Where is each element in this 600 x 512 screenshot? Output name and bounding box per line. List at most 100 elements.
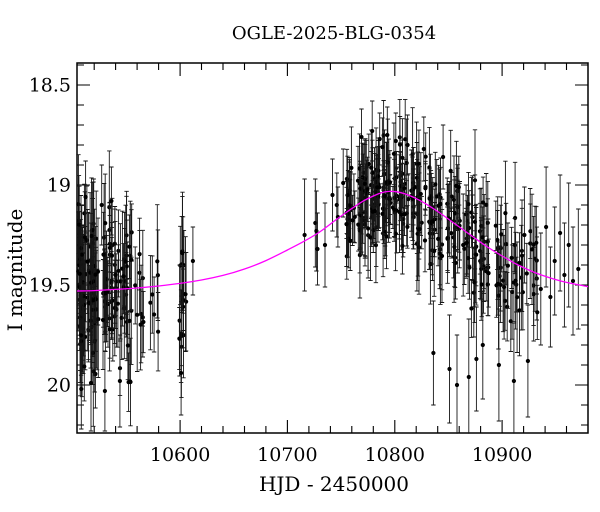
photometry-dot [535, 310, 540, 315]
photometry-dot [365, 187, 370, 192]
photometry-dot [562, 272, 567, 278]
data-point [113, 220, 118, 329]
data-point [190, 226, 196, 296]
photometry-dot [503, 211, 508, 216]
photometry-dot [438, 201, 443, 207]
photometry-dot [385, 160, 390, 165]
photometry-dot [439, 253, 445, 259]
data-point [454, 140, 459, 231]
photometry-dot [99, 202, 104, 208]
photometry-dot [423, 154, 428, 159]
photometry-dot [369, 165, 374, 170]
data-point [109, 166, 114, 236]
photometry-dot [485, 282, 490, 287]
data-point [121, 243, 126, 310]
data-point [524, 242, 529, 305]
data-point [456, 155, 461, 219]
data-point [517, 232, 522, 294]
data-point [445, 192, 450, 284]
photometry-dot [391, 151, 396, 156]
photometry-dot [454, 183, 459, 188]
photometry-dot [180, 251, 185, 256]
photometry-dot [322, 242, 328, 248]
data-point [356, 197, 361, 252]
data-point [400, 217, 405, 275]
photometry-dot [82, 364, 87, 369]
photometry-dot [469, 306, 474, 311]
data-point [99, 164, 104, 246]
data-point [380, 117, 385, 177]
photometry-dot [433, 182, 438, 187]
photometry-dot [83, 194, 88, 200]
photometry-dot [155, 259, 160, 264]
photometry-dot [349, 165, 354, 170]
data-point [155, 204, 160, 319]
data-point [109, 222, 115, 289]
photometry-dot [101, 252, 106, 257]
y-tick-label: 18.5 [29, 75, 71, 97]
photometry-dot [552, 258, 557, 264]
photometry-dot [113, 272, 118, 277]
photometry-dot [480, 342, 485, 348]
photometry-dot [509, 255, 514, 260]
photometry-dot [330, 192, 335, 198]
data-point [375, 146, 380, 229]
photometry-dot [140, 315, 145, 320]
data-point [392, 177, 397, 242]
photometry-dot [380, 211, 385, 216]
photometry-dot [453, 255, 458, 260]
data-point [88, 334, 94, 432]
photometry-dot [127, 244, 132, 249]
photometry-dot [548, 294, 553, 300]
photometry-dot [531, 242, 536, 247]
data-point [486, 238, 491, 308]
photometry-dot [464, 240, 469, 245]
photometry-dot [421, 146, 426, 152]
photometry-dot [517, 260, 522, 265]
data-point [519, 199, 525, 312]
photometry-dot [511, 378, 516, 384]
data-point [496, 308, 502, 422]
data-points-layer [76, 98, 581, 434]
photometry-dot [125, 343, 130, 348]
photometry-dot [486, 271, 491, 276]
data-point [416, 199, 422, 260]
data-point [380, 187, 385, 241]
data-point [440, 124, 446, 190]
photometry-dot [405, 224, 410, 229]
photometry-dot [79, 386, 84, 392]
photometry-dot [368, 235, 373, 240]
data-point [411, 152, 416, 226]
data-point [352, 190, 357, 244]
photometry-dot [135, 312, 140, 317]
photometry-dot [558, 230, 563, 236]
photometry-dot [441, 154, 446, 160]
photometry-dot [499, 232, 504, 237]
photometry-dot [85, 259, 90, 264]
photometry-dot [411, 186, 416, 191]
data-point [511, 322, 517, 434]
photometry-dot [103, 291, 108, 296]
photometry-dot [380, 145, 385, 150]
photometry-dot [529, 247, 535, 252]
photometry-dot [397, 142, 403, 147]
photometry-dot [137, 252, 142, 257]
photometry-dot [100, 317, 106, 323]
photometry-dot [112, 305, 117, 311]
data-point [416, 129, 422, 199]
photometry-dot [123, 259, 128, 264]
photometry-dot [385, 132, 390, 138]
photometry-dot [370, 128, 375, 134]
x-minor-ticks [93, 63, 568, 433]
y-tick-label: 19 [47, 175, 71, 197]
data-point [484, 173, 489, 237]
data-point [148, 255, 153, 351]
photometry-dot [513, 278, 518, 283]
photometry-dot [416, 161, 421, 166]
data-point [330, 158, 335, 232]
data-point [448, 129, 453, 212]
data-point [335, 186, 341, 248]
photometry-dot [493, 223, 498, 228]
data-point [345, 155, 350, 235]
